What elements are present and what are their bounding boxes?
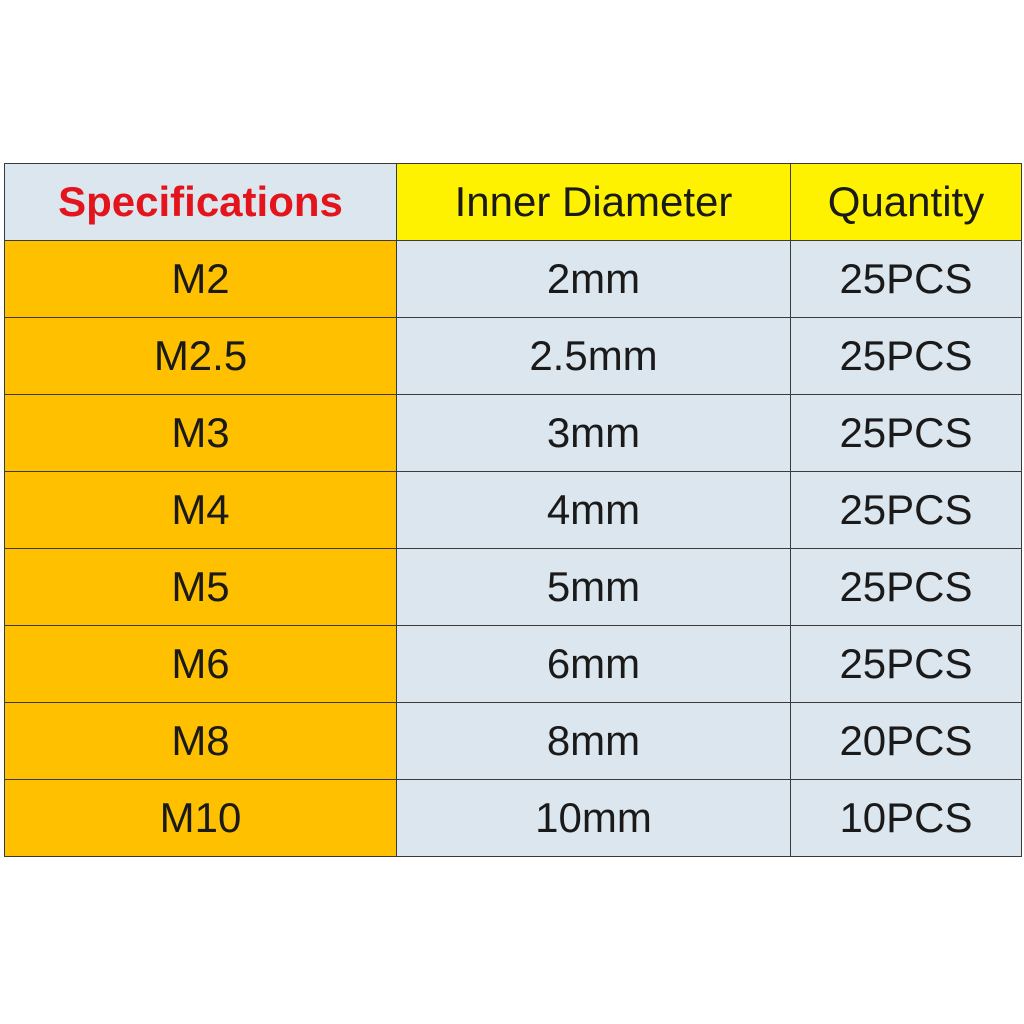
header-row: Specifications Inner Diameter Quantity (4, 163, 1022, 241)
table-cell: 10PCS (790, 779, 1022, 857)
table-cell: 25PCS (790, 317, 1022, 395)
table-row: M3 3mm 25PCS (4, 394, 1022, 472)
table-cell: M3 (4, 394, 397, 472)
table-row: M8 8mm 20PCS (4, 702, 1022, 780)
table-cell: 2.5mm (396, 317, 791, 395)
table-row: M5 5mm 25PCS (4, 548, 1022, 626)
table-cell: 3mm (396, 394, 791, 472)
table-cell: M2 (4, 240, 397, 318)
spec-table: Specifications Inner Diameter Quantity M2 2m… (4, 163, 1022, 857)
table-cell: M4 (4, 471, 397, 549)
table-cell: M8 (4, 702, 397, 780)
header-cell: Inner Diameter (396, 163, 791, 241)
table-cell: M6 (4, 625, 397, 703)
table-row: M4 4mm 25PCS (4, 471, 1022, 549)
table-cell: 25PCS (790, 625, 1022, 703)
table-cell: 25PCS (790, 240, 1022, 318)
table-cell: 25PCS (790, 394, 1022, 472)
table-cell: 4mm (396, 471, 791, 549)
table-cell: 2mm (396, 240, 791, 318)
header-cell: Quantity (790, 163, 1022, 241)
table-row: M2 2mm 25PCS (4, 240, 1022, 318)
table-row: M6 6mm 25PCS (4, 625, 1022, 703)
table-cell: M2.5 (4, 317, 397, 395)
table-cell: M10 (4, 779, 397, 857)
table-cell: 20PCS (790, 702, 1022, 780)
table-cell: 25PCS (790, 471, 1022, 549)
table-cell: 6mm (396, 625, 791, 703)
table-cell: 5mm (396, 548, 791, 626)
table-cell: M5 (4, 548, 397, 626)
spec-table-wrap: Specifications Inner Diameter Quantity M2 2m… (4, 163, 1022, 857)
table-cell: 25PCS (790, 548, 1022, 626)
table-cell: 10mm (396, 779, 791, 857)
table-cell: 8mm (396, 702, 791, 780)
header-cell: Specifications (4, 163, 397, 241)
table-row: M10 10mm 10PCS (4, 779, 1022, 857)
table-row: M2.5 2.5mm 25PCS (4, 317, 1022, 395)
